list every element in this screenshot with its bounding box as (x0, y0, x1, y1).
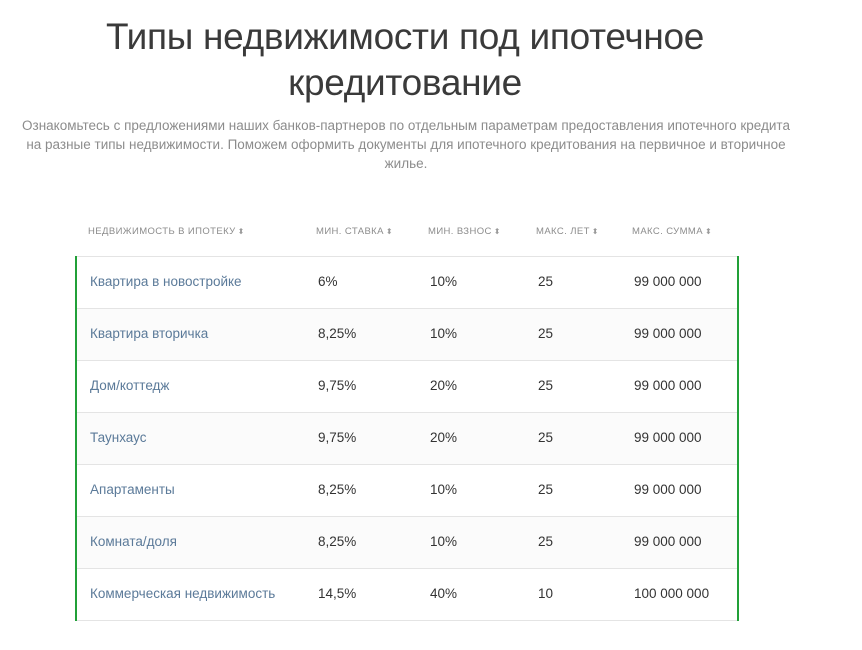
max-years-cell: 25 (538, 482, 554, 497)
property-type-link[interactable]: Дом/коттедж (90, 378, 170, 393)
property-type-link[interactable]: Квартира в новостройке (90, 274, 242, 289)
max-years-cell: 25 (538, 378, 554, 393)
min-down-payment-cell: 10% (430, 534, 458, 549)
max-sum-cell: 99 000 000 (634, 430, 702, 445)
min-rate-cell: 8,25% (318, 326, 357, 341)
page-title-line-1: Типы недвижимости под ипотечное (105, 16, 705, 57)
page-subtitle: Ознакомьтесь с предложениями наших банко… (22, 118, 790, 171)
table-row: Дом/коттедж 9,75% 20% 25 99 000 000 (77, 360, 737, 412)
property-type-link[interactable]: Таунхаус (90, 430, 147, 445)
min-down-payment-cell: 40% (430, 586, 458, 601)
min-rate-cell: 9,75% (318, 430, 357, 445)
sort-icon: ⬍ (591, 227, 599, 236)
max-years-cell: 25 (538, 326, 554, 341)
max-sum-cell: 99 000 000 (634, 534, 702, 549)
max-years-cell: 25 (538, 430, 554, 445)
table-row: Квартира в новостройке 6% 10% 25 99 000 … (77, 256, 737, 308)
max-years-cell: 10 (538, 586, 554, 601)
property-type-link[interactable]: Коммерческая недвижимость (90, 586, 276, 601)
table-row: Таунхаус 9,75% 20% 25 99 000 000 (77, 412, 737, 464)
min-down-payment-cell: 10% (430, 482, 458, 497)
sort-icon: ⬍ (704, 227, 713, 236)
min-down-payment-cell: 20% (430, 378, 458, 393)
max-years-cell: 25 (538, 274, 554, 289)
max-sum-cell: 99 000 000 (634, 482, 702, 497)
column-header-min-rate[interactable]: МИН. СТАВКА ⬍ (316, 226, 393, 237)
min-rate-cell: 14,5% (318, 586, 357, 601)
table-header: НЕДВИЖИМОСТЬ В ИПОТЕКУ ⬍ МИН. СТАВКА ⬍ МИН… (75, 212, 739, 256)
max-sum-cell: 99 000 000 (634, 326, 702, 341)
min-down-payment-cell: 10% (430, 326, 458, 341)
max-sum-cell: 100 000 000 (634, 586, 710, 601)
min-rate-cell: 6% (318, 274, 338, 289)
min-rate-cell: 9,75% (318, 378, 357, 393)
property-type-link[interactable]: Апартаменты (90, 482, 175, 497)
table-row: Квартира вторичка 8,25% 10% 25 99 000 00… (77, 308, 737, 360)
table-row: Апартаменты 8,25% 10% 25 99 000 000 (77, 464, 737, 516)
mortgage-table: НЕДВИЖИМОСТЬ В ИПОТЕКУ ⬍ МИН. СТАВКА ⬍ МИН… (75, 212, 739, 621)
sort-icon: ⬍ (493, 227, 501, 236)
sort-icon: ⬍ (385, 227, 393, 236)
max-sum-cell: 99 000 000 (634, 378, 702, 393)
page-title: Типы недвижимости под ипотечное кредитов… (0, 14, 810, 106)
min-down-payment-cell: 20% (430, 430, 458, 445)
column-header-max-sum[interactable]: МАКС. СУММА ⬍ (632, 226, 713, 237)
min-down-payment-cell: 10% (430, 274, 458, 289)
min-rate-cell: 8,25% (318, 482, 357, 497)
page-title-line-2: кредитование (288, 62, 522, 103)
table-row: Комната/доля 8,25% 10% 25 99 000 000 (77, 516, 737, 568)
sort-icon: ⬍ (237, 227, 245, 236)
min-rate-cell: 8,25% (318, 534, 357, 549)
column-header-property-type[interactable]: НЕДВИЖИМОСТЬ В ИПОТЕКУ ⬍ (88, 226, 245, 237)
property-type-link[interactable]: Квартира вторичка (90, 326, 209, 341)
column-header-min-down-payment[interactable]: МИН. ВЗНОС ⬍ (428, 226, 501, 237)
max-sum-cell: 99 000 000 (634, 274, 702, 289)
table-row: Коммерческая недвижимость 14,5% 40% 10 1… (77, 568, 737, 621)
table-body: Квартира в новостройке 6% 10% 25 99 000 … (75, 256, 739, 621)
property-type-link[interactable]: Комната/доля (90, 534, 177, 549)
column-header-max-years[interactable]: МАКС. ЛЕТ ⬍ (536, 226, 599, 237)
max-years-cell: 25 (538, 534, 554, 549)
